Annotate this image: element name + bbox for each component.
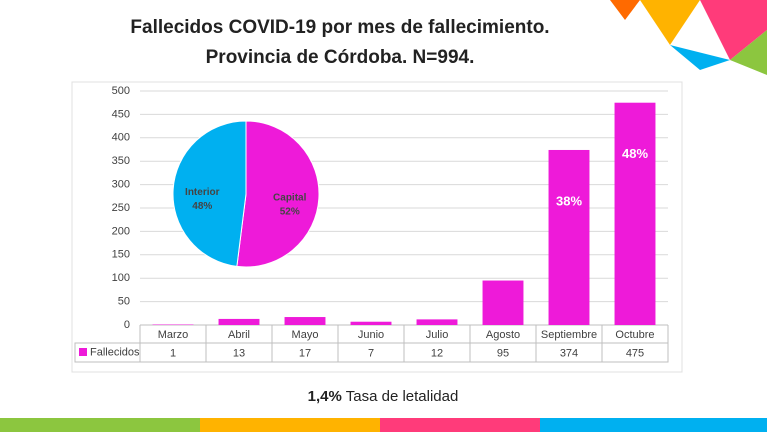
bar	[284, 317, 326, 325]
y-tick-label: 0	[124, 319, 130, 331]
chart-title: Fallecidos COVID-19 por mes de fallecimi…	[130, 17, 549, 38]
table-value: 17	[299, 347, 311, 359]
footer: 1,4% Tasa de letalidad	[308, 388, 459, 405]
y-tick-label: 400	[112, 132, 130, 144]
y-tick-label: 350	[112, 155, 130, 167]
pie-slice	[172, 120, 247, 267]
pie-value-label: 52%	[280, 206, 300, 217]
y-tick-label: 100	[112, 272, 130, 284]
y-tick-label: 50	[118, 296, 130, 308]
bar	[416, 319, 458, 325]
bar	[218, 318, 260, 325]
x-tick-label: Junio	[358, 329, 384, 341]
pie-label: Interior	[185, 187, 220, 198]
x-tick-label: Septiembre	[541, 329, 597, 341]
chart-frame	[71, 81, 683, 373]
legend-label: Fallecidos	[90, 346, 140, 358]
table-value: 1	[170, 347, 176, 359]
y-tick-label: 300	[112, 179, 130, 191]
bar	[482, 280, 524, 325]
y-tick-label: 500	[112, 85, 130, 97]
bar	[350, 321, 392, 325]
table-value: 12	[431, 347, 443, 359]
x-tick-label: Abril	[228, 329, 250, 341]
y-tick-label: 150	[112, 249, 130, 261]
table-value: 95	[497, 347, 509, 359]
x-tick-label: Marzo	[158, 329, 189, 341]
x-tick-label: Octubre	[615, 329, 654, 341]
bar	[614, 102, 656, 325]
x-tick-label: Julio	[426, 329, 449, 341]
x-tick-label: Agosto	[486, 329, 520, 341]
chart-title: Provincia de Córdoba. N=994.	[206, 47, 475, 68]
bar-annotation: 38%	[556, 193, 582, 208]
table-value: 374	[560, 347, 578, 359]
table-value: 475	[626, 347, 644, 359]
x-tick-label: Mayo	[292, 329, 319, 341]
y-tick-label: 250	[112, 202, 130, 214]
pie-value-label: 48%	[192, 201, 212, 212]
pie-slice	[236, 120, 320, 268]
bar	[548, 149, 590, 325]
table-value: 7	[368, 347, 374, 359]
footer-text: Tasa de letalidad	[346, 388, 459, 405]
legend-swatch	[79, 348, 87, 356]
table-value: 13	[233, 347, 245, 359]
y-tick-label: 450	[112, 108, 130, 120]
bar-annotation: 48%	[622, 146, 648, 161]
y-tick-label: 200	[112, 225, 130, 237]
footer-rate: 1,4%	[308, 388, 342, 405]
pie-label: Capital	[273, 192, 307, 203]
